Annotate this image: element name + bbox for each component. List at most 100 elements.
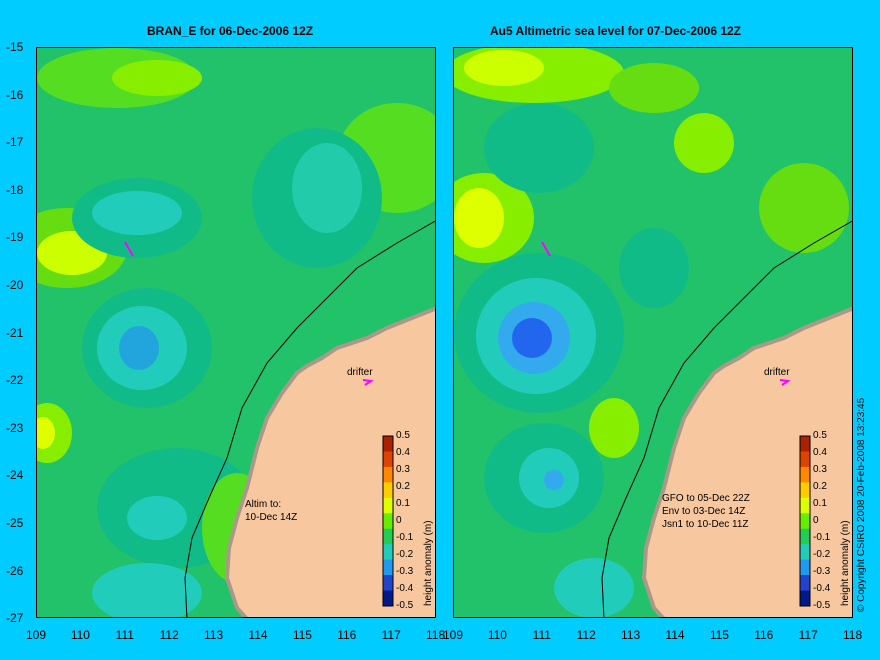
- colorbar-segment: [383, 575, 393, 592]
- positive-anomaly-core: [112, 60, 202, 96]
- colorbar-tick-label: -0.5: [396, 600, 414, 611]
- negative-anomaly-core: [119, 326, 159, 370]
- negative-anomaly-core: [292, 143, 362, 233]
- longitude-tick-label: 117: [381, 628, 401, 642]
- colorbar-tick-label: -0.4: [396, 583, 414, 594]
- colorbar-segment: [383, 559, 393, 576]
- colorbar-tick-label: 0.5: [813, 430, 827, 441]
- colorbar-tick-label: -0.5: [813, 600, 831, 611]
- colorbar-tick-label: 0.4: [813, 447, 827, 458]
- latitude-tick-label: -17: [6, 135, 24, 150]
- negative-anomaly: [554, 558, 634, 617]
- longitude-tick-label: 111: [115, 628, 134, 642]
- longitude-tick-label: 109: [25, 628, 47, 642]
- colorbar-tick-label: -0.1: [396, 532, 414, 543]
- colorbar: [799, 435, 811, 607]
- longitude-tick-label: 114: [665, 628, 685, 642]
- colorbar-segment: [383, 544, 393, 561]
- drifter-track: [541, 241, 551, 257]
- right-map: [454, 48, 852, 617]
- coastline-islands: [641, 306, 852, 617]
- negative-anomaly: [619, 228, 689, 308]
- longitude-tick-label: 116: [754, 628, 774, 642]
- colorbar: [382, 435, 394, 607]
- colorbar-segment: [800, 590, 810, 607]
- colorbar-tick-label: 0.2: [813, 481, 827, 492]
- drifter-label: drifter: [347, 367, 373, 378]
- drifter-label: drifter: [764, 367, 790, 378]
- colorbar-segment: [800, 466, 810, 483]
- left-map-panel: drifter Altim to: 10-Dec 14Z 0.5 0.4 0.3 0.…: [36, 47, 436, 618]
- altimetry-annotation: GFO to 05-Dec 22Z Env to 03-Dec 14Z Jsn1…: [662, 493, 750, 530]
- colorbar-frame: [799, 435, 811, 607]
- longitude-tick-label: 115: [292, 628, 312, 642]
- longitude-tick-label: 109: [442, 628, 464, 642]
- positive-anomaly-core: [464, 50, 544, 86]
- latitude-tick-label: -16: [6, 87, 24, 102]
- left-panel-title: BRAN_E for 06-Dec-2006 12Z: [147, 24, 314, 38]
- colorbar-segment: [800, 575, 810, 592]
- latitude-tick-label: -20: [6, 278, 24, 292]
- positive-anomaly: [674, 113, 734, 173]
- longitude-tick-label: 112: [159, 628, 179, 642]
- latitude-tick-label: -24: [6, 468, 24, 483]
- colorbar-segment: [383, 466, 393, 483]
- latitude-tick-label: -19: [6, 230, 24, 245]
- longitude-tick-label: 113: [204, 628, 224, 642]
- colorbar-tick-label: 0.3: [396, 464, 410, 475]
- colorbar-segment: [383, 590, 393, 607]
- longitude-tick-label: 118: [426, 628, 446, 642]
- colorbar-tick-label: 0.5: [396, 430, 410, 441]
- coastline-islands: [224, 306, 435, 617]
- longitude-tick-label: 110: [487, 628, 507, 642]
- colorbar-tick-label: 0: [813, 515, 819, 526]
- colorbar-segment: [383, 497, 393, 514]
- colorbar-segment: [383, 436, 393, 452]
- copyright-text: © Copyright CSIRO 2008 20-Feb-2008 13:23…: [856, 397, 867, 612]
- drifter-arrow-icon: [362, 379, 374, 386]
- altimetry-annotation: Altim to: 10-Dec 14Z: [245, 499, 298, 523]
- colorbar-tick-label: -0.1: [813, 532, 831, 543]
- negative-anomaly: [484, 103, 594, 193]
- longitude-tick-label: 110: [70, 628, 90, 642]
- drifter-track: [124, 241, 134, 257]
- colorbar-segment: [800, 482, 810, 499]
- colorbar-tick-label: -0.3: [813, 566, 831, 577]
- longitude-tick-label: 116: [337, 628, 357, 642]
- drifter-arrow-icon: [779, 379, 791, 386]
- latitude-tick-label: -15: [6, 40, 24, 54]
- positive-anomaly-core: [37, 417, 55, 449]
- latitude-tick-label: -18: [6, 182, 24, 197]
- colorbar-segment: [800, 544, 810, 561]
- longitude-tick-label: 115: [709, 628, 729, 642]
- longitude-tick-label: 112: [576, 628, 596, 642]
- colorbar-segment: [383, 482, 393, 499]
- negative-anomaly-core: [92, 191, 182, 235]
- left-map: [37, 48, 435, 617]
- longitude-tick-label: 117: [798, 628, 818, 642]
- colorbar-tick-label: 0: [396, 515, 402, 526]
- colorbar-tick-label: 0.4: [396, 447, 410, 458]
- latitude-tick-label: -23: [6, 420, 24, 435]
- colorbar-segment: [800, 513, 810, 530]
- latitude-tick-label: -21: [6, 325, 24, 340]
- colorbar-segment: [800, 559, 810, 576]
- longitude-tick-label: 114: [248, 628, 268, 642]
- colorbar-tick-label: -0.2: [813, 549, 831, 560]
- right-map-panel: drifter GFO to 05-Dec 22Z Env to 03-Dec …: [453, 47, 853, 618]
- negative-anomaly-core: [127, 496, 187, 540]
- colorbar-tick-label: 0.1: [396, 498, 410, 509]
- longitude-tick-label: 111: [532, 628, 551, 642]
- colorbar-tick-label: -0.4: [813, 583, 831, 594]
- colorbar-tick-label: 0.2: [396, 481, 410, 492]
- latitude-tick-label: -27: [6, 611, 24, 626]
- positive-anomaly: [589, 398, 639, 458]
- colorbar-segment: [383, 528, 393, 545]
- colorbar-tick-label: 0.3: [813, 464, 827, 475]
- colorbar-title: height anomaly (m): [423, 520, 434, 606]
- colorbar-segment: [383, 513, 393, 530]
- positive-anomaly: [759, 163, 849, 253]
- latitude-tick-label: -22: [6, 373, 24, 388]
- colorbar-tick-label: -0.3: [396, 566, 414, 577]
